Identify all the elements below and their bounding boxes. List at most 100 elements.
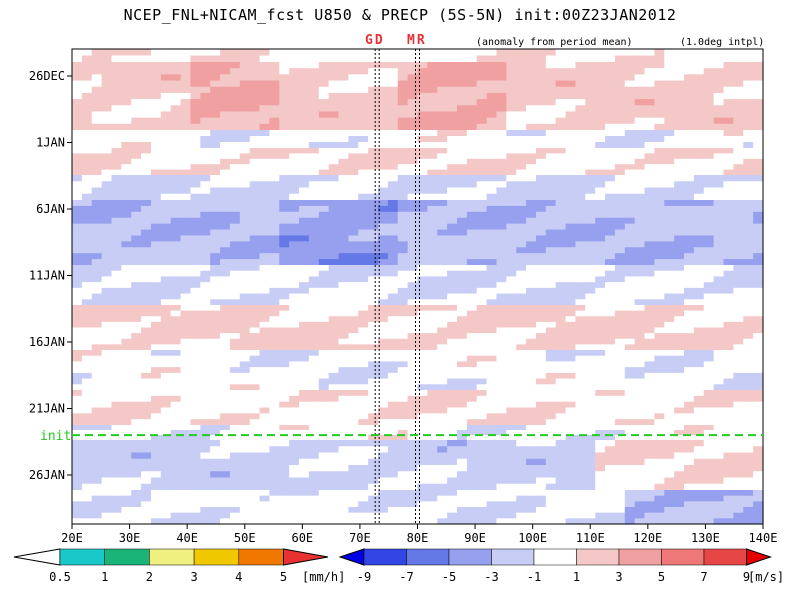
field-cell [456, 211, 468, 219]
field-cell [575, 169, 586, 176]
field-cell [259, 338, 271, 345]
field-cell [456, 378, 468, 385]
field-cell [437, 287, 448, 295]
field-cell [210, 80, 221, 88]
field-cell [348, 111, 359, 119]
field-cell [526, 265, 537, 272]
field-cell [259, 123, 271, 131]
field-cell [545, 435, 557, 441]
field-cell [634, 158, 646, 165]
field-cell [131, 293, 142, 300]
field-cell [368, 175, 379, 182]
field-cell [131, 74, 142, 82]
field-cell [318, 293, 330, 300]
field-cell [141, 49, 152, 57]
field-cell [397, 276, 409, 283]
field-cell [743, 270, 754, 278]
field-cell [417, 333, 428, 340]
field-cell [595, 247, 606, 254]
field-cell [526, 187, 537, 195]
field-cell [644, 310, 656, 317]
field-cell [585, 200, 596, 207]
field-cell [249, 205, 261, 213]
field-cell [121, 117, 132, 125]
field-cell [664, 181, 675, 189]
field-cell [72, 327, 83, 334]
field-cell [456, 372, 468, 380]
field-cell [585, 74, 596, 82]
field-cell [131, 435, 142, 441]
field-cell [121, 130, 132, 137]
field-cell [318, 217, 330, 225]
field-cell [210, 465, 221, 472]
field-cell [456, 169, 468, 176]
field-cell [447, 321, 458, 329]
field-cell [72, 193, 83, 201]
field-cell [378, 153, 389, 160]
field-cell [338, 305, 349, 312]
field-cell [348, 123, 359, 131]
field-cell [437, 276, 448, 283]
field-cell [654, 384, 665, 391]
field-cell [91, 55, 103, 63]
field-cell [269, 136, 280, 143]
field-cell [131, 241, 142, 248]
field-cell [535, 86, 547, 94]
field-cell [713, 425, 725, 431]
field-cell [545, 384, 557, 391]
field-cell [605, 74, 616, 82]
field-cell [565, 223, 577, 231]
field-cell [674, 80, 685, 88]
field-cell [289, 316, 300, 323]
field-cell [111, 305, 122, 312]
field-cell [417, 123, 428, 131]
field-cell [150, 413, 162, 420]
field-cell [72, 211, 83, 219]
field-cell [72, 440, 83, 447]
field-cell [713, 153, 725, 160]
field-cell [131, 136, 142, 143]
field-cell [338, 241, 349, 248]
field-cell [654, 372, 665, 380]
field-cell [506, 344, 517, 351]
field-cell [506, 299, 517, 306]
field-cell [269, 350, 280, 357]
field-cell [466, 117, 478, 125]
field-cell [229, 265, 241, 272]
field-cell [150, 361, 162, 368]
field-cell [279, 299, 290, 306]
field-cell [496, 344, 507, 351]
field-cell [644, 68, 656, 75]
field-cell [624, 142, 636, 149]
field-cell [545, 265, 557, 272]
field-cell [545, 205, 557, 213]
field-cell [486, 407, 498, 414]
field-cell [91, 384, 103, 391]
field-cell [81, 310, 93, 317]
field-cell [674, 299, 685, 306]
field-cell [565, 105, 577, 113]
field-cell [595, 193, 606, 201]
field-cell [180, 130, 192, 137]
field-cell [743, 86, 754, 94]
field-cell [555, 378, 567, 385]
field-cell [220, 117, 231, 125]
field-cell [150, 99, 162, 106]
field-cell [387, 148, 399, 154]
field-cell [753, 164, 764, 171]
field-cell [141, 86, 152, 94]
field-cell [555, 419, 567, 426]
field-cell [210, 193, 221, 201]
field-cell [753, 136, 764, 143]
field-cell [308, 74, 320, 82]
field-cell [417, 217, 428, 225]
field-cell [72, 350, 83, 357]
field-cell [585, 247, 596, 254]
field-cell [634, 395, 646, 403]
field-cell [328, 259, 340, 266]
field-cell [595, 413, 606, 420]
field-cell [72, 384, 83, 391]
field-cell [259, 350, 271, 357]
field-cell [239, 223, 251, 231]
field-cell [674, 229, 685, 237]
